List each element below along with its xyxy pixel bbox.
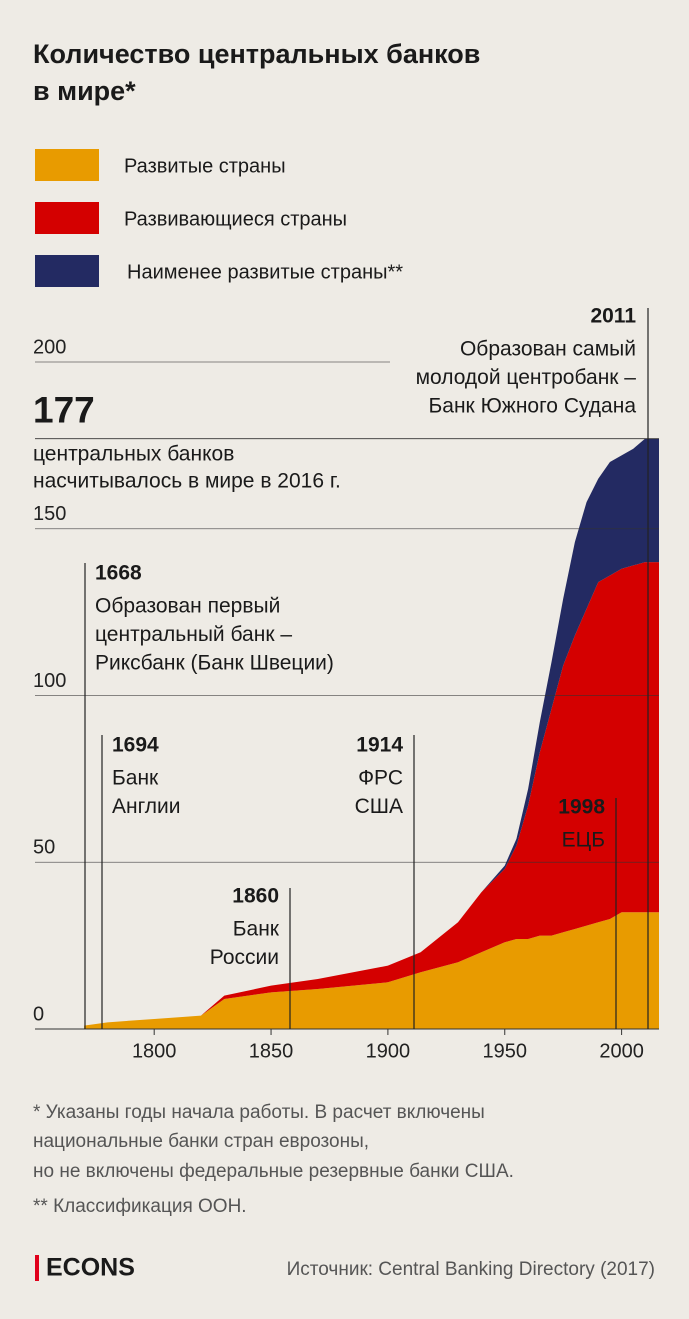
y-tick-label: 100 [33, 670, 66, 692]
x-tick-label: 1800 [132, 1040, 177, 1062]
chart-title: Количество центральных банков [33, 39, 480, 69]
y-tick-label: 200 [33, 336, 66, 358]
annotation-year: 2011 [590, 305, 636, 328]
annotation-text: Банк Южного Судана [428, 395, 636, 418]
footnote: но не включены федеральные резервные бан… [33, 1161, 514, 1182]
legend-label: Развивающиеся страны [124, 208, 347, 230]
logo-bar [35, 1255, 39, 1281]
annotation-text: Образован самый [460, 338, 636, 361]
area [84, 912, 659, 1029]
annotation-year: 1860 [232, 885, 279, 908]
source: Источник: Central Banking Directory (201… [287, 1259, 655, 1280]
annotation-year: 1998 [558, 796, 605, 819]
legend-label: Развитые страны [124, 155, 286, 177]
y-tick-label: 50 [33, 837, 55, 859]
legend-swatch [35, 149, 99, 181]
chart-title: в мире* [33, 76, 136, 106]
x-tick-label: 1850 [249, 1040, 294, 1062]
annotation-text: Образован первый [95, 595, 280, 618]
legend-swatch [35, 202, 99, 234]
annotation-text: ЕЦБ [562, 829, 605, 852]
footnote: * Указаны годы начала работы. В расчет в… [33, 1102, 485, 1123]
highlight-text: насчитывалось в мире в 2016 г. [33, 469, 341, 492]
y-tick-label: 0 [33, 1003, 44, 1025]
annotation-text: Англии [112, 795, 181, 818]
annotation-text: центральный банк – [95, 623, 292, 646]
footnote: национальные банки стран еврозоны, [33, 1131, 369, 1152]
legend-swatch [35, 255, 99, 287]
annotation-text: ФРС [358, 767, 403, 790]
annotation-year: 1694 [112, 734, 159, 757]
y-tick-label: 150 [33, 503, 66, 525]
annotation-text: России [210, 946, 279, 969]
annotation-year: 1668 [95, 562, 142, 585]
annotation-text: молодой центробанк – [416, 366, 637, 389]
annotation-text: Риксбанк (Банк Швеции) [95, 652, 334, 675]
logo: ECONS [46, 1254, 135, 1282]
highlight-value: 177 [33, 389, 95, 430]
annotation-text: Банк [233, 918, 280, 941]
x-tick-label: 1950 [483, 1040, 528, 1062]
x-tick-label: 1900 [366, 1040, 411, 1062]
annotation-year: 1914 [356, 734, 403, 757]
x-tick-label: 2000 [599, 1040, 644, 1062]
annotation-text: США [355, 795, 403, 818]
highlight-text: центральных банков [33, 442, 234, 465]
area [84, 438, 659, 1026]
annotation-text: Банк [112, 767, 159, 790]
footnote: ** Классификация ООН. [33, 1196, 247, 1217]
legend-label: Наименее развитые страны** [127, 261, 403, 283]
area [84, 562, 659, 1026]
